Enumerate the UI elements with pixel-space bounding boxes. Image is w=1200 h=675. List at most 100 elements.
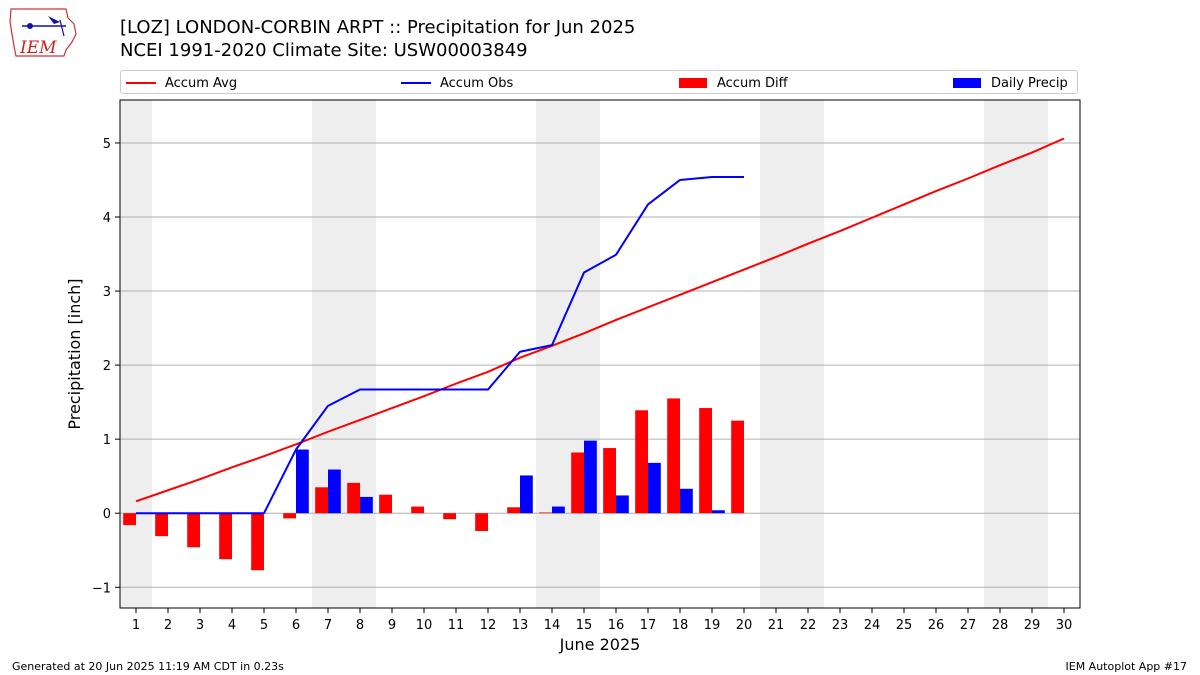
x-tick-label: 18 — [672, 618, 689, 633]
x-tick-label: 12 — [480, 618, 497, 633]
daily-bar-day-19 — [712, 510, 725, 514]
diff-bar-day-15 — [571, 452, 584, 514]
footer-generated: Generated at 20 Jun 2025 11:19 AM CDT in… — [12, 660, 284, 673]
diff-bar-day-8 — [347, 482, 360, 514]
daily-bar-day-6 — [296, 449, 309, 514]
x-tick-label: 25 — [896, 618, 913, 633]
weekend-band-21 — [760, 100, 792, 608]
diff-bar-day-10 — [411, 506, 424, 514]
diff-bar-day-3 — [187, 513, 200, 548]
diff-bar-day-7 — [315, 487, 328, 514]
weekend-band-8 — [344, 100, 376, 608]
legend-patch-daily — [953, 78, 981, 88]
daily-bar-day-15 — [584, 440, 597, 514]
y-tick-label: 2 — [103, 359, 111, 374]
accum-avg-line — [135, 137, 1065, 503]
x-tick-label: 30 — [1056, 618, 1073, 633]
x-tick-label: 24 — [864, 618, 881, 633]
diff-bar-day-20 — [731, 420, 744, 514]
legend-item-accum-avg: Accum Avg — [126, 74, 237, 92]
legend-label-daily: Daily Precip — [991, 75, 1068, 91]
x-tick-label: 8 — [356, 618, 364, 633]
x-tick-label: 2 — [164, 618, 172, 633]
weekend-shading — [120, 100, 1048, 608]
iowa-map-icon — [9, 8, 77, 57]
daily-bar-day-14 — [552, 506, 565, 514]
x-tick-label: 27 — [960, 618, 977, 633]
x-tick-label: 21 — [768, 618, 785, 633]
diff-bar-day-13 — [507, 507, 520, 514]
series-lines — [135, 137, 1065, 515]
x-tick-label: 29 — [1024, 618, 1041, 633]
weekend-band-22 — [792, 100, 824, 608]
chart-legend: Accum Avg Accum Obs Accum Diff Daily Pre… — [120, 70, 1078, 94]
x-tick-label: 6 — [292, 618, 300, 633]
x-tick-label: 9 — [388, 618, 396, 633]
daily-bar-day-8 — [360, 496, 373, 514]
daily-bar-day-16 — [616, 495, 629, 514]
accum-obs-line — [136, 176, 744, 515]
x-tick-label: 10 — [416, 618, 433, 633]
x-tick-label: 22 — [800, 618, 817, 633]
x-axis-label: June 2025 — [559, 635, 641, 654]
y-tick-label: 0 — [103, 507, 111, 522]
diff-bar-day-1 — [123, 513, 136, 526]
x-tick-label: 15 — [576, 618, 593, 633]
x-tick-label: 5 — [260, 618, 268, 633]
diff-bar-day-4 — [219, 513, 232, 560]
x-tick-label: 16 — [608, 618, 625, 633]
legend-item-accum-obs: Accum Obs — [401, 74, 513, 92]
weekend-band-28 — [984, 100, 1016, 608]
grid-lines — [120, 142, 1080, 588]
diff-bar-day-12 — [475, 513, 488, 531]
y-tick-label: 3 — [103, 285, 111, 300]
diff-bar-day-19 — [699, 408, 712, 514]
diff-bar-day-6 — [283, 513, 296, 519]
x-tick-label: 13 — [512, 618, 529, 633]
diff-bar-day-17 — [635, 410, 648, 514]
x-tick-label: 7 — [324, 618, 332, 633]
legend-label-avg: Accum Avg — [165, 75, 238, 91]
y-tick-label: 1 — [103, 433, 111, 448]
diff-bar-day-16 — [603, 448, 616, 514]
x-tick-label: 19 — [704, 618, 721, 633]
diff-bar-day-11 — [443, 513, 456, 520]
daily-bar-day-7 — [328, 469, 341, 514]
daily-bar-day-13 — [520, 475, 533, 514]
x-tick-label: 11 — [448, 618, 465, 633]
legend-patch-diff — [679, 78, 707, 88]
x-tick-label: 17 — [640, 618, 657, 633]
legend-label-diff: Accum Diff — [717, 75, 788, 91]
weekend-band-7 — [312, 100, 344, 608]
weekend-band-1 — [120, 100, 152, 608]
chart-title: [LOZ] LONDON-CORBIN ARPT :: Precipitatio… — [120, 17, 636, 38]
diff-bar-day-9 — [379, 494, 392, 514]
legend-label-obs: Accum Obs — [440, 75, 514, 91]
x-tick-label: 4 — [228, 618, 236, 633]
bars — [123, 398, 744, 571]
legend-line-obs — [401, 82, 431, 84]
x-tick-label: 28 — [992, 618, 1009, 633]
weekend-band-15 — [568, 100, 600, 608]
diff-bar-day-14 — [539, 512, 552, 514]
diff-bar-day-5 — [251, 513, 264, 571]
daily-bar-day-18 — [680, 488, 693, 514]
y-tick-label: 5 — [103, 137, 111, 152]
x-tick-label: 14 — [544, 618, 561, 633]
footer-app: IEM Autoplot App #17 — [1065, 660, 1188, 673]
legend-item-daily-precip: Daily Precip — [953, 74, 1068, 92]
weekend-band-14 — [536, 100, 568, 608]
legend-line-avg — [126, 82, 156, 84]
logo-text: IEM — [20, 38, 57, 58]
y-tick-label: −1 — [92, 581, 111, 596]
x-tick-label: 20 — [736, 618, 753, 633]
x-tick-label: 1 — [132, 618, 140, 633]
x-tick-label: 3 — [196, 618, 204, 633]
diff-bar-day-18 — [667, 398, 680, 514]
x-tick-label: 23 — [832, 618, 849, 633]
x-tick-label: 26 — [928, 618, 945, 633]
iem-logo: IEM — [8, 6, 80, 60]
weekend-band-29 — [1016, 100, 1048, 608]
